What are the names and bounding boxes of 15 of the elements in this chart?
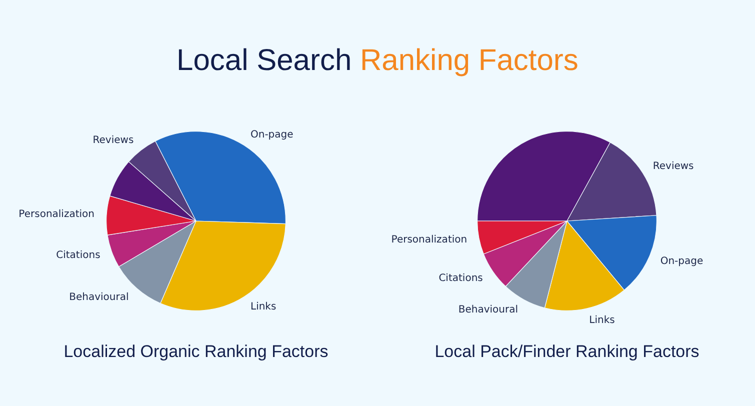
text: Local Pack/Finder Ranking Factors bbox=[434, 342, 700, 362]
slice-label: Links bbox=[589, 314, 615, 326]
slice-label: On-page bbox=[660, 256, 704, 267]
slice-label: Behavioural bbox=[69, 292, 129, 303]
slice-label: Citations bbox=[56, 250, 100, 262]
slice-label: Links bbox=[250, 301, 276, 312]
slice-label: Personalization bbox=[18, 209, 94, 220]
slice-label: Reviews bbox=[92, 135, 134, 146]
text: Local Search Ranking Factors bbox=[176, 44, 578, 77]
text: Localized Organic Ranking Factors bbox=[62, 342, 330, 362]
slice-label: Reviews bbox=[652, 161, 694, 172]
slice-label: Behavioural bbox=[458, 304, 518, 316]
slice-label: Personalization bbox=[391, 234, 468, 246]
slice-label: Citations bbox=[438, 272, 483, 284]
slice-label: On-page bbox=[250, 130, 294, 141]
